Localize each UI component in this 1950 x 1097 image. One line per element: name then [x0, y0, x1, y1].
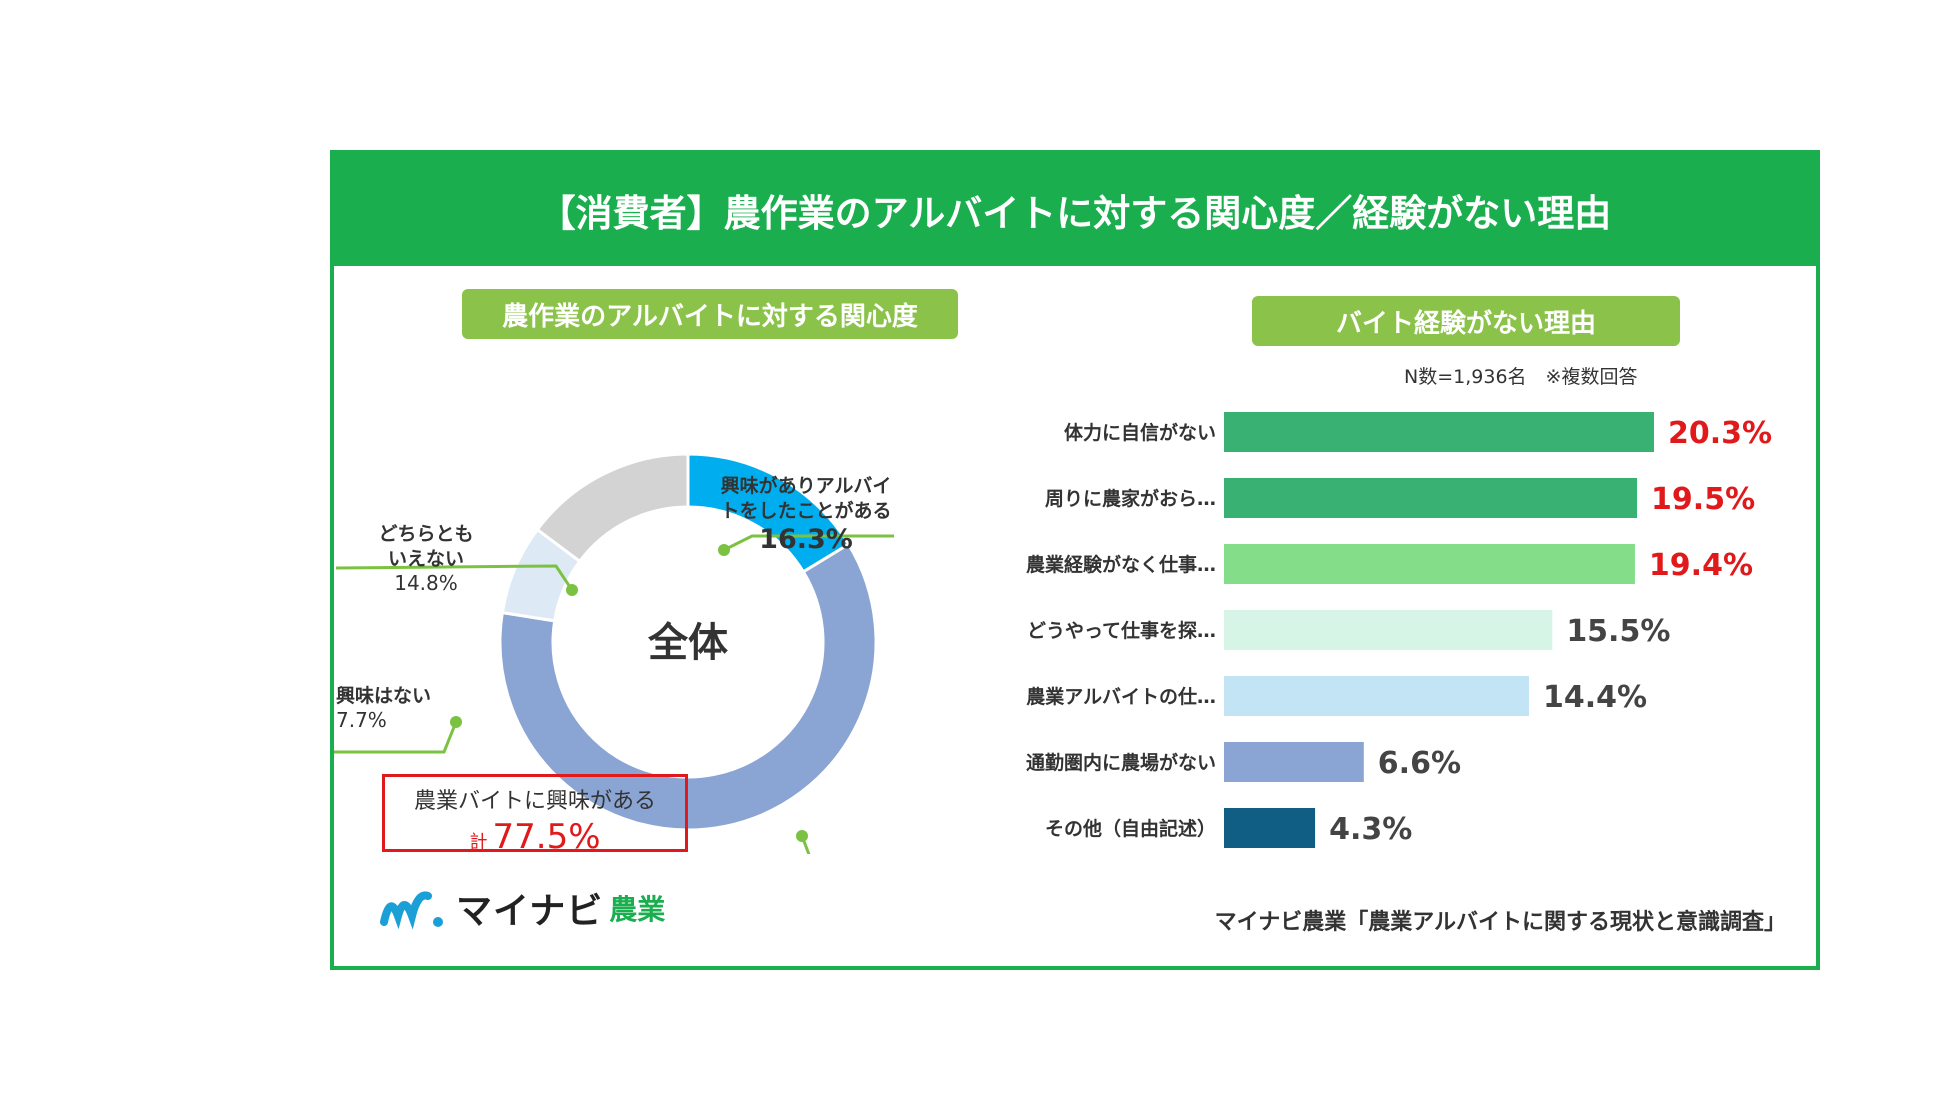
- callout-prefix: 計: [469, 832, 488, 853]
- slice-label: トをしたことがある: [720, 499, 891, 522]
- bar-category-label: 農業アルバイトの仕…: [1026, 685, 1216, 708]
- interest-total-callout: 農業バイトに興味がある 計 77.5%: [382, 774, 688, 857]
- leader-line: [334, 721, 458, 754]
- mynavi-logo: マイナビ 農業: [380, 882, 665, 934]
- leader-dot: [718, 544, 730, 556]
- bar-category-label: 体力に自信がない: [1064, 421, 1216, 444]
- mynavi-wave-icon: [380, 891, 443, 930]
- leader-dot: [566, 584, 578, 596]
- title-banner: 【消費者】農作業のアルバイトに対する関心度／経験がない理由: [334, 154, 1816, 266]
- bar-category-label: どうやって仕事を探…: [1027, 619, 1216, 642]
- callout-label: 農業バイトに興味がある: [413, 789, 656, 814]
- slice-value-label: 7.7%: [336, 708, 387, 732]
- slice-value-label: 14.8%: [394, 571, 458, 595]
- leader-line: [723, 534, 894, 552]
- slice-label: 興味はない: [336, 685, 431, 707]
- sample-note: N数=1,936名 ※複数回答: [1404, 366, 1638, 388]
- bar-category-label: その他（自由記述）: [1045, 817, 1216, 840]
- bar: [1224, 808, 1316, 848]
- donut-chart: 全体興味がありアルバイトをしたことがある16.3%興味はあるが経験はない61.2…: [334, 452, 894, 854]
- bar-category-label: 周りに農家がおら…: [1045, 487, 1216, 510]
- bar: [1224, 742, 1364, 782]
- donut-slice: [535, 452, 690, 564]
- bar-chart: 体力に自信がない 20.3% 周りに農家がおら… 19.5% 農業経験がなく仕事… 19.…: [1026, 412, 1772, 848]
- bar: [1224, 412, 1654, 452]
- bar-value-label: 19.4%: [1649, 548, 1753, 583]
- slice-label: いえない: [388, 548, 464, 570]
- slice-label: 興味がありアルバイ: [721, 474, 892, 497]
- bar-value-label: 14.4%: [1543, 680, 1647, 715]
- bar: [1224, 544, 1635, 584]
- bar-value-label: 20.3%: [1668, 416, 1772, 451]
- callout-value: 77.5%: [492, 817, 601, 857]
- bar: [1224, 676, 1530, 716]
- leader-dot: [450, 716, 462, 728]
- logo-text: マイナビ: [456, 891, 604, 932]
- source-credit: マイナビ農業「農業アルバイトに関する現状と意識調査」: [1214, 910, 1786, 935]
- bar-value-label: 15.5%: [1566, 614, 1670, 649]
- leader-line: [335, 564, 574, 591]
- leader-line: [800, 835, 811, 854]
- donut-center-label: 全体: [647, 620, 728, 666]
- slice-value-label: 16.3%: [759, 524, 853, 555]
- bar-value-label: 6.6%: [1378, 746, 1461, 781]
- bar-heading: バイト経験がない理由: [1252, 296, 1680, 346]
- bar-category-label: 農業経験がなく仕事…: [1026, 553, 1216, 576]
- slice-label: どちらとも: [378, 523, 473, 545]
- callout-total: 計 77.5%: [385, 817, 685, 857]
- bar-value-label: 19.5%: [1651, 482, 1755, 517]
- bar-heading-text: バイト経験がない理由: [1335, 308, 1596, 339]
- bar-category-label: 通勤圏内に農場がない: [1026, 751, 1216, 774]
- infographic-frame: 【消費者】農作業のアルバイトに対する関心度／経験がない理由 農作業のアルバイトに…: [330, 150, 1820, 970]
- bar: [1224, 610, 1553, 650]
- donut-heading: 農作業のアルバイトに対する関心度: [462, 289, 958, 339]
- bar-value-label: 4.3%: [1329, 812, 1412, 847]
- leader-dot: [796, 830, 808, 842]
- donut-slice: [498, 542, 878, 832]
- logo-sub: 農業: [609, 893, 666, 926]
- donut-heading-text: 農作業のアルバイトに対する関心度: [502, 301, 918, 332]
- page-title: 【消費者】農作業のアルバイトに対する関心度／経験がない理由: [538, 192, 1612, 235]
- bar: [1224, 478, 1638, 518]
